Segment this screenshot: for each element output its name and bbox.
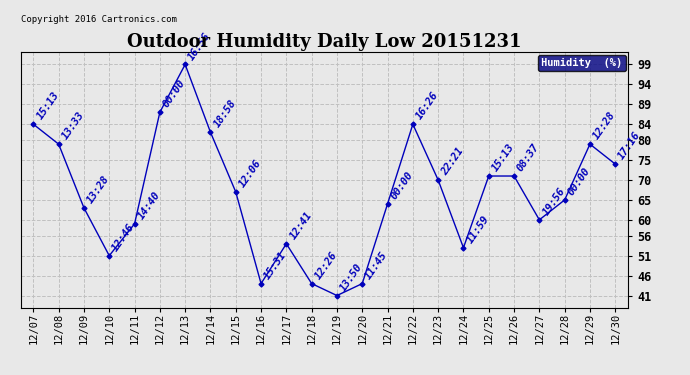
- Title: Outdoor Humidity Daily Low 20151231: Outdoor Humidity Daily Low 20151231: [127, 33, 522, 51]
- Text: 16:56: 16:56: [186, 30, 213, 62]
- Text: 13:33: 13:33: [60, 110, 86, 141]
- Text: 16:26: 16:26: [414, 90, 440, 122]
- Text: 11:59: 11:59: [465, 214, 491, 245]
- Text: 00:00: 00:00: [566, 166, 592, 197]
- Text: 00:00: 00:00: [161, 78, 188, 110]
- Text: 19:56: 19:56: [541, 186, 567, 217]
- Text: 12:28: 12:28: [591, 110, 618, 141]
- Text: 13:28: 13:28: [86, 174, 112, 205]
- Text: Copyright 2016 Cartronics.com: Copyright 2016 Cartronics.com: [21, 15, 177, 24]
- Text: 12:06: 12:06: [237, 158, 264, 189]
- Text: 12:26: 12:26: [313, 249, 339, 281]
- Text: 13:50: 13:50: [338, 261, 364, 293]
- Text: 15:31: 15:31: [262, 249, 288, 281]
- Text: 15:13: 15:13: [34, 90, 61, 122]
- Text: 11:45: 11:45: [364, 249, 390, 281]
- Text: 14:40: 14:40: [136, 190, 162, 221]
- Text: 18:58: 18:58: [212, 98, 238, 129]
- Text: 17:16: 17:16: [617, 130, 643, 161]
- Text: 15:13: 15:13: [490, 142, 516, 173]
- Legend: Humidity  (%): Humidity (%): [538, 55, 626, 71]
- Text: 12:46: 12:46: [110, 222, 137, 253]
- Text: 00:00: 00:00: [389, 170, 415, 201]
- Text: 08:37: 08:37: [515, 142, 542, 173]
- Text: 12:41: 12:41: [288, 210, 314, 241]
- Text: 22:21: 22:21: [440, 146, 466, 177]
